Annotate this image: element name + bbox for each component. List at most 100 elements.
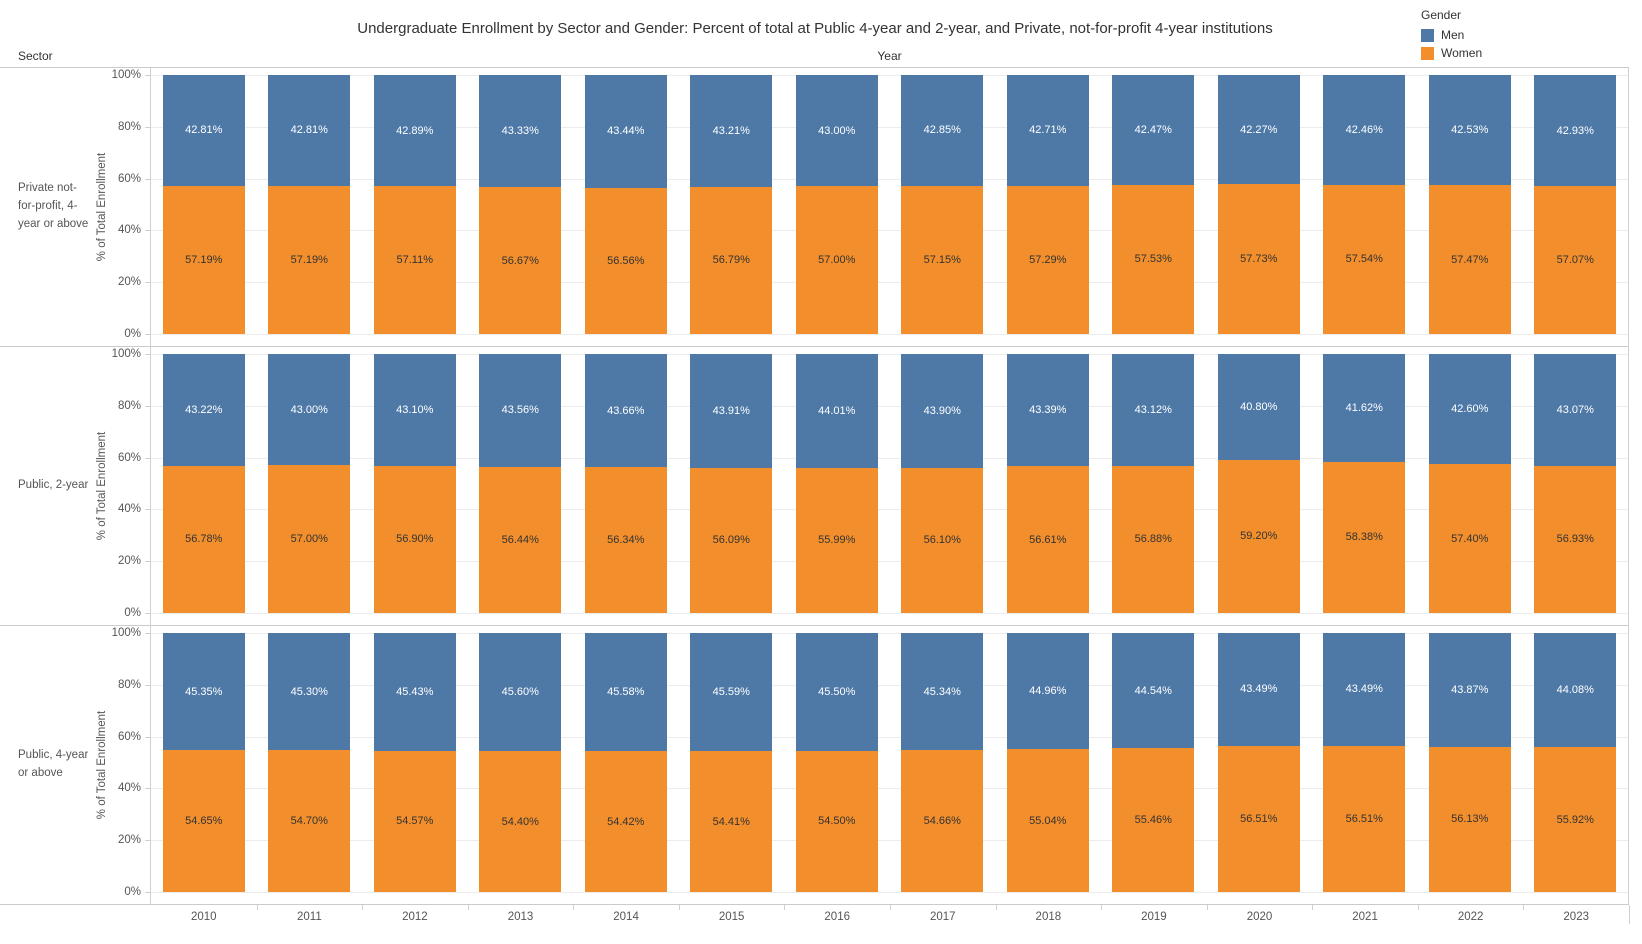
bar-segment-men[interactable]: 42.53% [1428, 75, 1511, 186]
stacked-bar-2021[interactable]: 42.46% 57.54% [1323, 75, 1406, 334]
bar-segment-women[interactable]: 57.00% [268, 465, 351, 613]
year-label-2012[interactable]: 2012 [402, 911, 428, 923]
bar-segment-men[interactable]: 43.87% [1428, 633, 1511, 747]
bar-segment-women[interactable]: 56.10% [901, 467, 984, 613]
stacked-bar-2012[interactable]: 42.89% 57.11% [373, 75, 456, 334]
stacked-bar-2012[interactable]: 43.10% 56.90% [373, 354, 456, 613]
bar-segment-women[interactable]: 55.99% [795, 467, 878, 613]
stacked-bar-2020[interactable]: 43.49% 56.51% [1217, 633, 1300, 892]
year-label-2010[interactable]: 2010 [190, 911, 217, 923]
bar-segment-women[interactable]: 56.67% [479, 187, 562, 334]
stacked-bar-2014[interactable]: 43.44% 56.56% [584, 75, 667, 334]
year-label-2022[interactable]: 2022 [1457, 911, 1484, 923]
bar-segment-men[interactable]: 42.81% [268, 75, 351, 186]
column-dimension-header[interactable]: Year [877, 49, 902, 63]
legend-item-women[interactable]: Women [1421, 46, 1482, 60]
bar-segment-women[interactable]: 54.42% [584, 751, 667, 892]
stacked-bar-2014[interactable]: 45.58% 54.42% [584, 633, 667, 892]
bar-segment-men[interactable]: 43.49% [1217, 633, 1300, 746]
stacked-bar-2019[interactable]: 44.54% 55.46% [1112, 633, 1195, 892]
bar-segment-women[interactable]: 57.11% [373, 186, 456, 334]
stacked-bar-2016[interactable]: 44.01% 55.99% [795, 354, 878, 613]
bar-segment-men[interactable]: 42.89% [373, 75, 456, 187]
year-label-2017[interactable]: 2017 [929, 911, 956, 923]
bar-segment-men[interactable]: 44.08% [1534, 633, 1617, 748]
stacked-bar-2021[interactable]: 41.62% 58.38% [1323, 354, 1406, 613]
bar-segment-women[interactable]: 57.07% [1534, 186, 1617, 334]
bar-segment-men[interactable]: 42.71% [1006, 75, 1089, 186]
bar-segment-men[interactable]: 42.27% [1217, 75, 1300, 185]
stacked-bar-2010[interactable]: 45.35% 54.65% [162, 633, 245, 892]
bar-segment-women[interactable]: 56.51% [1323, 745, 1406, 892]
stacked-bar-2022[interactable]: 43.87% 56.13% [1428, 633, 1511, 892]
bar-segment-women[interactable]: 56.13% [1428, 746, 1511, 892]
stacked-bar-2018[interactable]: 44.96% 55.04% [1006, 633, 1089, 892]
stacked-bar-2023[interactable]: 43.07% 56.93% [1534, 354, 1617, 613]
stacked-bar-2019[interactable]: 42.47% 57.53% [1112, 75, 1195, 334]
bar-segment-men[interactable]: 43.66% [584, 354, 667, 468]
bar-segment-women[interactable]: 54.57% [373, 750, 456, 892]
bar-segment-women[interactable]: 54.50% [795, 750, 878, 892]
bar-segment-men[interactable]: 43.07% [1534, 354, 1617, 466]
stacked-bar-2013[interactable]: 45.60% 54.40% [479, 633, 562, 892]
bar-segment-men[interactable]: 42.93% [1534, 75, 1617, 187]
bar-segment-men[interactable]: 45.30% [268, 633, 351, 751]
bar-segment-men[interactable]: 45.43% [373, 633, 456, 751]
bar-segment-men[interactable]: 43.22% [162, 354, 245, 466]
bar-segment-men[interactable]: 45.60% [479, 633, 562, 752]
bar-segment-women[interactable]: 57.47% [1428, 185, 1511, 334]
year-label-2020[interactable]: 2020 [1246, 911, 1273, 923]
bar-segment-women[interactable]: 54.65% [162, 750, 245, 892]
bar-segment-women[interactable]: 58.38% [1323, 461, 1406, 613]
bar-segment-women[interactable]: 55.46% [1112, 748, 1195, 892]
bar-segment-women[interactable]: 56.34% [584, 467, 667, 613]
bar-segment-women[interactable]: 59.20% [1217, 459, 1300, 613]
stacked-bar-2010[interactable]: 43.22% 56.78% [162, 354, 245, 613]
stacked-bar-2023[interactable]: 42.93% 57.07% [1534, 75, 1617, 334]
bar-segment-men[interactable]: 43.33% [479, 75, 562, 188]
sector-row-label[interactable]: Public, 2-year [18, 479, 89, 492]
stacked-bar-2011[interactable]: 45.30% 54.70% [268, 633, 351, 892]
stacked-bar-2015[interactable]: 43.91% 56.09% [690, 354, 773, 613]
stacked-bar-2015[interactable]: 45.59% 54.41% [690, 633, 773, 892]
bar-segment-men[interactable]: 41.62% [1323, 354, 1406, 462]
sector-row-label[interactable]: Public, 4-year or above [18, 749, 89, 779]
stacked-bar-2019[interactable]: 43.12% 56.88% [1112, 354, 1195, 613]
bar-segment-men[interactable]: 42.60% [1428, 354, 1511, 465]
bar-segment-women[interactable]: 56.09% [690, 467, 773, 613]
stacked-bar-2020[interactable]: 40.80% 59.20% [1217, 354, 1300, 613]
bar-segment-men[interactable]: 43.39% [1006, 354, 1089, 467]
bar-segment-women[interactable]: 56.79% [690, 186, 773, 334]
year-label-2016[interactable]: 2016 [824, 911, 850, 923]
stacked-bar-2011[interactable]: 42.81% 57.19% [268, 75, 351, 334]
year-label-2011[interactable]: 2011 [296, 911, 322, 923]
stacked-bar-2015[interactable]: 43.21% 56.79% [690, 75, 773, 334]
bar-segment-women[interactable]: 54.66% [901, 750, 984, 892]
bar-segment-women[interactable]: 56.93% [1534, 465, 1617, 613]
stacked-bar-2013[interactable]: 43.33% 56.67% [479, 75, 562, 334]
stacked-bar-2020[interactable]: 42.27% 57.73% [1217, 75, 1300, 334]
bar-segment-men[interactable]: 44.01% [795, 354, 878, 468]
bar-segment-women[interactable]: 57.19% [162, 185, 245, 334]
bar-segment-men[interactable]: 43.91% [690, 354, 773, 468]
year-label-2021[interactable]: 2021 [1352, 911, 1378, 923]
bar-segment-women[interactable]: 55.92% [1534, 747, 1617, 892]
bar-segment-men[interactable]: 45.34% [901, 633, 984, 751]
bar-segment-men[interactable]: 45.50% [795, 633, 878, 751]
bar-segment-women[interactable]: 56.90% [373, 465, 456, 613]
stacked-bar-2011[interactable]: 43.00% 57.00% [268, 354, 351, 613]
bar-segment-women[interactable]: 57.15% [901, 185, 984, 334]
stacked-bar-2018[interactable]: 43.39% 56.61% [1006, 354, 1089, 613]
year-label-2013[interactable]: 2013 [507, 911, 534, 923]
bar-segment-men[interactable]: 42.85% [901, 75, 984, 186]
legend-item-men[interactable]: Men [1421, 28, 1482, 42]
stacked-bar-2017[interactable]: 45.34% 54.66% [901, 633, 984, 892]
stacked-bar-2014[interactable]: 43.66% 56.34% [584, 354, 667, 613]
bar-segment-women[interactable]: 57.19% [268, 185, 351, 334]
bar-segment-women[interactable]: 57.00% [795, 186, 878, 334]
bar-segment-women[interactable]: 56.44% [479, 466, 562, 613]
stacked-bar-2010[interactable]: 42.81% 57.19% [162, 75, 245, 334]
bar-segment-men[interactable]: 44.54% [1112, 633, 1195, 749]
year-label-2014[interactable]: 2014 [613, 911, 639, 923]
bar-segment-women[interactable]: 54.40% [479, 751, 562, 892]
